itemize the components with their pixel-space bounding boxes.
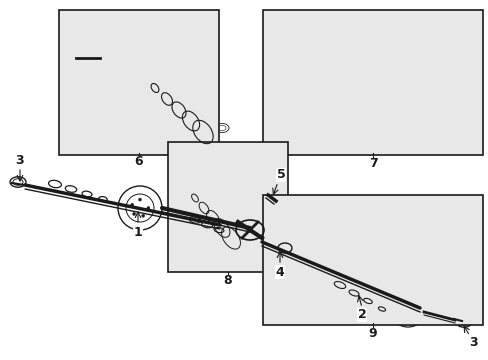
Text: 8: 8 [223, 274, 232, 287]
Ellipse shape [331, 77, 334, 80]
Text: 9: 9 [368, 327, 377, 340]
Bar [59, 10, 219, 155]
Text: 2: 2 [357, 309, 366, 321]
Ellipse shape [331, 253, 334, 256]
Text: 3: 3 [16, 153, 24, 166]
Text: 4: 4 [275, 266, 284, 279]
Ellipse shape [146, 207, 150, 210]
Ellipse shape [108, 58, 111, 62]
Ellipse shape [338, 61, 341, 64]
Ellipse shape [342, 79, 345, 82]
Ellipse shape [92, 65, 95, 68]
Ellipse shape [347, 71, 350, 73]
Text: 7: 7 [368, 157, 377, 170]
Ellipse shape [408, 313, 411, 316]
Ellipse shape [341, 255, 344, 258]
Bar [415, 20, 424, 24]
Ellipse shape [142, 214, 144, 217]
Text: 6: 6 [134, 155, 143, 168]
Ellipse shape [401, 312, 404, 315]
Bar [183, 24, 192, 28]
Bar [414, 24, 425, 52]
Ellipse shape [138, 198, 141, 201]
Bar [214, 152, 222, 156]
Ellipse shape [89, 55, 92, 58]
Text: 1: 1 [133, 225, 142, 238]
Bar [213, 156, 223, 180]
Ellipse shape [102, 67, 105, 70]
Bar [412, 209, 422, 235]
Ellipse shape [130, 203, 133, 206]
Ellipse shape [347, 247, 350, 249]
Ellipse shape [329, 67, 332, 70]
Bar [168, 142, 287, 272]
Ellipse shape [98, 49, 102, 52]
Ellipse shape [413, 306, 416, 310]
Ellipse shape [338, 238, 341, 240]
Bar [263, 195, 482, 325]
Bar [182, 28, 193, 56]
Bar [263, 10, 482, 155]
Ellipse shape [399, 304, 402, 307]
Text: 3: 3 [469, 336, 477, 348]
Ellipse shape [132, 212, 135, 215]
Ellipse shape [329, 243, 332, 246]
Text: 5: 5 [276, 168, 285, 181]
Bar [413, 205, 421, 209]
Ellipse shape [406, 299, 408, 302]
